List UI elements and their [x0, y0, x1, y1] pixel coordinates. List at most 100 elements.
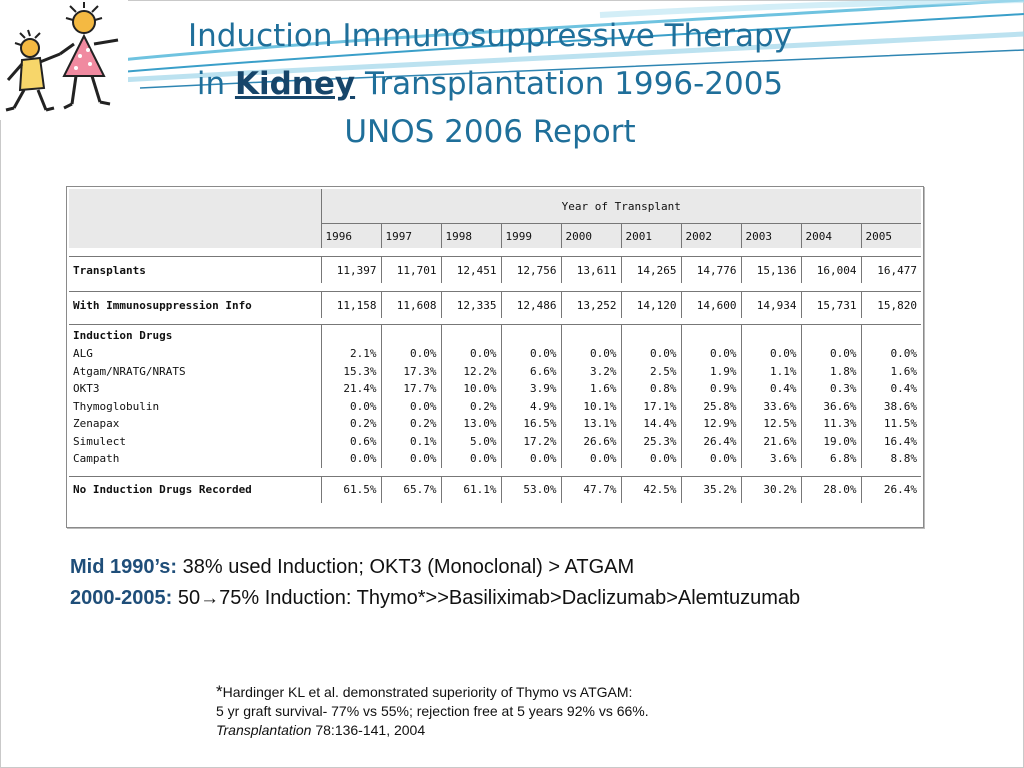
drug-value: 21.6% [740, 432, 801, 450]
year-header-cell: 2003 [740, 223, 801, 248]
induction-table: Year of Transplant 1996 1997 1998 1999 2000 20… [69, 189, 921, 503]
title-kidney: Kidney [234, 66, 356, 102]
year-header-cell: 2000 [560, 223, 621, 248]
drug-value: 36.6% [800, 397, 861, 415]
transplants-row-value: 11,701 [380, 256, 441, 283]
blank-cell [680, 324, 741, 345]
reference-line-2: 5 yr graft survival- 77% vs 55%; rejecti… [216, 703, 649, 719]
no-induction-row-value: 42.5% [620, 475, 681, 503]
table-corner-cell [69, 189, 321, 248]
transplants-row-value: 11,397 [320, 256, 381, 283]
drug-value: 3.9% [500, 380, 561, 398]
drug-value: 6.6% [500, 362, 561, 380]
no-induction-row-value: 30.2% [740, 475, 801, 503]
drug-name: OKT3 [73, 382, 100, 396]
drug-value: 17.3% [380, 362, 441, 380]
drug-row: Simulect 0.6% 0.1% 5.0% 17.2% 26.6% 25.3% 26.4%… [69, 432, 921, 450]
drug-value: 6.8% [800, 450, 861, 468]
drug-value: 1.1% [740, 362, 801, 380]
drug-value: 13.0% [440, 415, 501, 433]
drug-value: 0.0% [320, 450, 381, 468]
table-spacer-row [69, 468, 921, 477]
note-line-2: 2000-2005: 50→75% Induction: Thymo*>>Bas… [70, 583, 800, 614]
drug-value: 17.7% [380, 380, 441, 398]
drug-value: 0.0% [560, 345, 621, 363]
drug-value: 1.6% [860, 362, 921, 380]
title-line-3: UNOS 2006 Report [344, 114, 636, 150]
table-header-row: Year of Transplant [69, 189, 921, 248]
drug-value: 0.0% [680, 345, 741, 363]
drug-value: 0.0% [800, 345, 861, 363]
induction-header-row: Induction Drugs [69, 324, 921, 345]
drug-value: 0.0% [620, 345, 681, 363]
immuno-info-row-value: 11,608 [380, 291, 441, 318]
drug-value: 0.4% [740, 380, 801, 398]
transplants-row-label: Transplants [69, 256, 321, 283]
drug-value: 17.1% [620, 397, 681, 415]
title-line-2-post: Transplantation 1996-2005 [355, 66, 784, 102]
drug-name: Thymoglobulin [73, 399, 160, 413]
no-induction-row-value: 61.1% [440, 475, 501, 503]
slide-title: Induction Immunosuppressive Therapy in K… [150, 12, 830, 156]
drug-value: 26.4% [680, 432, 741, 450]
drug-value: 2.5% [620, 362, 681, 380]
drug-value: 0.4% [860, 380, 921, 398]
immuno-info-row-value: 15,820 [860, 291, 921, 318]
immuno-info-row-value: 13,252 [560, 291, 621, 318]
blank-cell [440, 324, 501, 345]
reference-journal: Transplantation [216, 722, 312, 738]
drug-row: ALG 2.1% 0.0% 0.0% 0.0% 0.0% 0.0% 0.0% 0.0% 0.0% 0… [69, 345, 921, 363]
drug-value: 14.4% [620, 415, 681, 433]
drug-value: 0.0% [320, 397, 381, 415]
children-logo [0, 0, 128, 120]
drug-row: Campath 0.0% 0.0% 0.0% 0.0% 0.0% 0.0% 0.0% 3.6% 6… [69, 450, 921, 468]
drug-name: ALG [73, 347, 93, 361]
drug-row: Zenapax 0.2% 0.2% 13.0% 16.5% 13.1% 14.4% 12.9%… [69, 415, 921, 433]
blank-cell [320, 324, 381, 345]
drug-value: 0.0% [740, 345, 801, 363]
drug-value: 0.2% [380, 415, 441, 433]
immuno-info-row-label: With Immunosuppression Info [69, 291, 321, 318]
drug-name: Atgam/NRATG/NRATS [73, 364, 186, 378]
note-line-1: Mid 1990’s: 38% used Induction; OKT3 (Mo… [70, 552, 800, 583]
immuno-info-row-value: 14,600 [680, 291, 741, 318]
title-line-2: in Kidney Transplantation 1996-2005 [150, 60, 830, 108]
note-1-text: 38% used Induction; OKT3 (Monoclonal) > … [177, 556, 635, 578]
blank-cell [740, 324, 801, 345]
drug-value: 16.4% [860, 432, 921, 450]
drug-value: 0.0% [500, 345, 561, 363]
drug-value: 25.8% [680, 397, 741, 415]
drug-value: 5.0% [440, 432, 501, 450]
unos-table-image: Year of Transplant 1996 1997 1998 1999 2000 20… [66, 186, 924, 528]
year-header-cell: 1996 [320, 223, 381, 248]
transplants-row: Transplants 11,397 11,701 12,451 12,756 13,61… [69, 256, 921, 283]
drug-value: 19.0% [800, 432, 861, 450]
transplants-row-value: 12,451 [440, 256, 501, 283]
year-header-cell: 2001 [620, 223, 681, 248]
note-2-post: 75% Induction: Thymo*>>Basiliximab>Dacli… [219, 587, 801, 609]
transplants-row-value: 12,756 [500, 256, 561, 283]
drug-value: 10.1% [560, 397, 621, 415]
transplants-row-value: 14,265 [620, 256, 681, 283]
drug-value: 0.0% [380, 345, 441, 363]
year-header-cell: 2005 [860, 223, 921, 248]
transplants-row-value: 16,004 [800, 256, 861, 283]
drug-value: 0.0% [500, 450, 561, 468]
drug-value: 25.3% [620, 432, 681, 450]
drug-value: 0.2% [440, 397, 501, 415]
year-of-transplant-header: Year of Transplant [320, 189, 921, 224]
drug-value: 11.5% [860, 415, 921, 433]
blank-cell [380, 324, 441, 345]
decorative-swoosh [119, 0, 1024, 89]
drug-value: 0.0% [620, 450, 681, 468]
drug-value: 33.6% [740, 397, 801, 415]
arrow-icon: → [200, 588, 220, 609]
drug-value: 0.0% [440, 450, 501, 468]
transplants-row-value: 14,776 [680, 256, 741, 283]
year-header-cell: 1997 [380, 223, 441, 248]
summary-notes: Mid 1990’s: 38% used Induction; OKT3 (Mo… [70, 552, 800, 614]
blank-cell [560, 324, 621, 345]
drug-value: 4.9% [500, 397, 561, 415]
reference-line-1-text: Hardinger KL et al. demonstrated superio… [222, 684, 633, 700]
drug-value: 2.1% [320, 345, 381, 363]
